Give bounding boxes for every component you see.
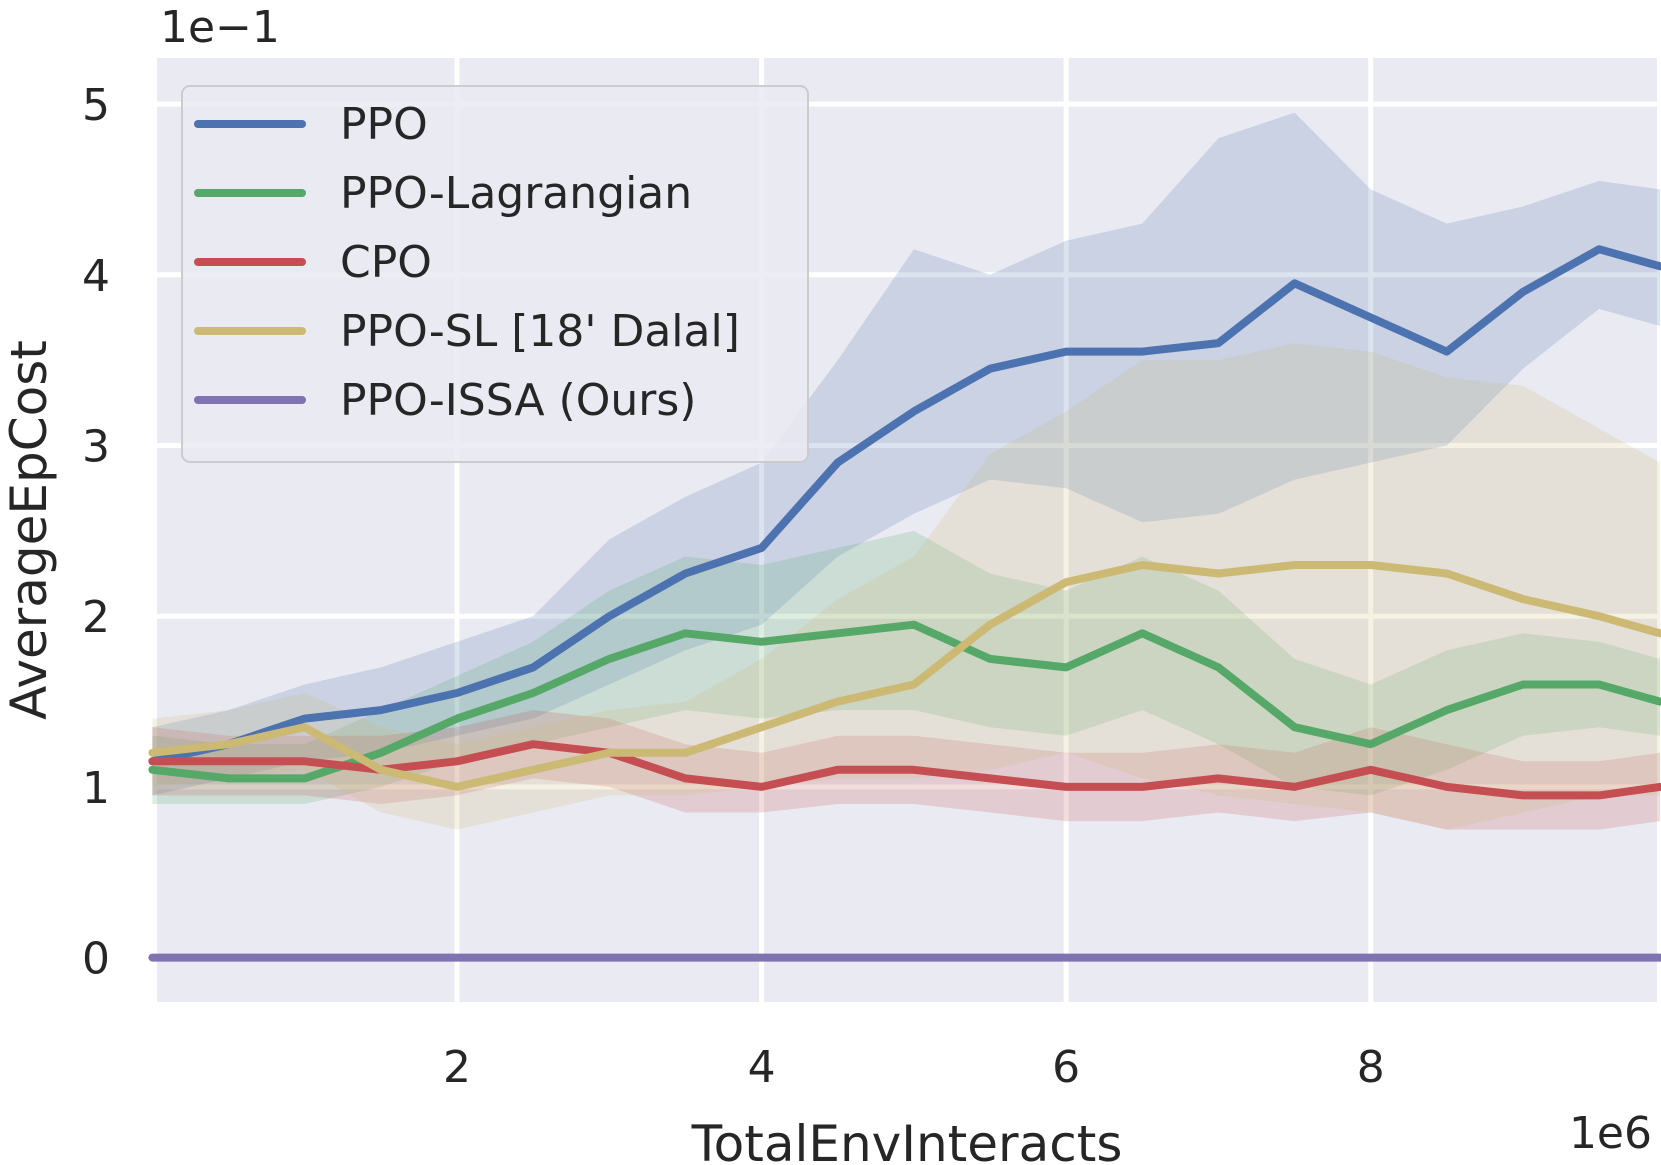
band-ppo-lagrangian <box>152 530 1660 804</box>
y-axis-title: AverageEpCost <box>0 340 58 720</box>
line-ppo-lagrangian <box>148 620 1661 783</box>
legend-label-ppo: PPO <box>340 99 428 150</box>
legend-box <box>181 85 809 463</box>
legend-label-ppo-sl-18-dalal: PPO-SL [18' Dalal] <box>340 306 740 357</box>
legend: PPO PPO-Lagrangian CPO PPO-SL [18' Dalal] PP… <box>181 85 809 463</box>
y-tick-label: 3 <box>82 422 110 473</box>
y-tick-label: 2 <box>82 592 110 643</box>
line-cpo <box>148 740 1661 800</box>
x-tick-label: 6 <box>1052 1042 1080 1093</box>
band-ppo-sl-18-dalal <box>152 343 1660 830</box>
x-tick-label: 8 <box>1357 1042 1385 1093</box>
y-tick-label: 4 <box>82 251 110 302</box>
legend-label-ppo-lagrangian: PPO-Lagrangian <box>340 168 692 219</box>
line-ppo-sl-18-dalal <box>148 561 1661 791</box>
tick-labels: 2 4 6 8 0 1 2 3 4 5 <box>82 80 1385 1093</box>
x-scale-label: 1e6 <box>1569 1108 1652 1159</box>
line-ppo <box>148 245 1661 766</box>
series-lines <box>148 245 1661 962</box>
x-tick-label: 4 <box>748 1042 776 1093</box>
legend-label-ppo-issa-ours: PPO-ISSA (Ours) <box>340 375 696 426</box>
x-axis-title: TotalEnvInteracts <box>691 1115 1123 1165</box>
x-tick-label: 2 <box>443 1042 471 1093</box>
legend-label-cpo: CPO <box>340 237 432 288</box>
y-scale-label: 1e−1 <box>160 2 280 53</box>
confidence-bands <box>152 112 1660 830</box>
band-ppo <box>152 112 1660 796</box>
y-tick-label: 5 <box>82 80 110 131</box>
y-tick-label: 0 <box>82 934 110 985</box>
y-tick-label: 1 <box>82 763 110 814</box>
